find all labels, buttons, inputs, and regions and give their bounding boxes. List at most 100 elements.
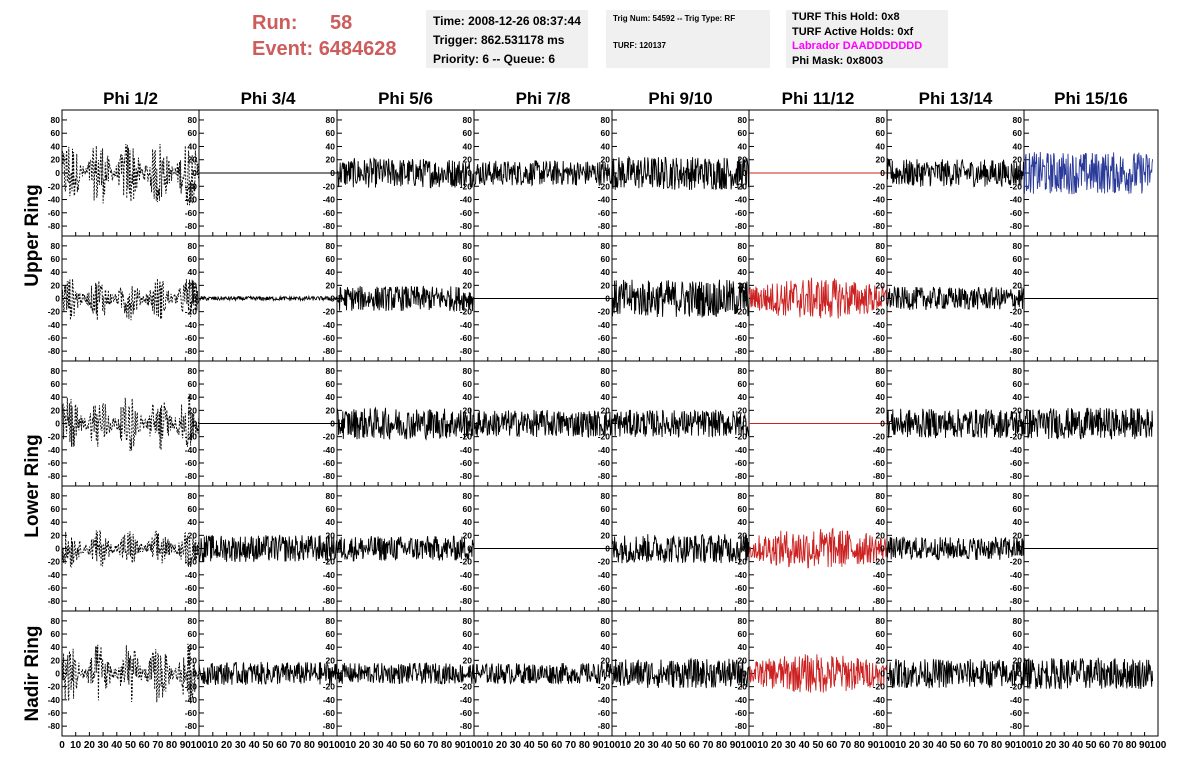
y-tick-label: 60	[601, 504, 611, 514]
y-tick-label: 20	[876, 405, 886, 415]
y-tick-label: -20	[1010, 181, 1023, 191]
y-tick-label: -20	[1010, 557, 1023, 567]
y-tick-label: 40	[326, 517, 336, 527]
y-tick-label: -60	[323, 333, 336, 343]
y-tick-label: 80	[1013, 115, 1023, 125]
panel-r3-c5: -80 -60 -40 -20 0 20 40 60 80	[598, 360, 750, 487]
y-tick-label: 60	[876, 504, 886, 514]
y-tick-label: -40	[598, 570, 611, 580]
y-tick-label: -80	[48, 221, 61, 231]
x-tick-label: 30	[785, 740, 797, 751]
x-tick-label: 20	[909, 740, 921, 751]
y-tick-label: -40	[873, 320, 886, 330]
y-tick-label: 0	[605, 168, 610, 178]
y-tick-label: 80	[876, 241, 886, 251]
y-tick-label: 0	[330, 419, 335, 429]
y-tick-label: -80	[1010, 346, 1023, 356]
y-tick-label: 80	[876, 616, 886, 626]
y-tick-label: 20	[738, 530, 748, 540]
y-tick-label: -80	[873, 221, 886, 231]
y-tick-label: 20	[601, 405, 611, 415]
y-tick-label: -60	[48, 583, 61, 593]
x-tick-label: 40	[386, 740, 398, 751]
x-tick-label: 100	[879, 740, 896, 751]
y-tick-label: 0	[467, 544, 472, 554]
panel-r3-c3: -80 -60 -40 -20 0 20 40 60 80	[323, 360, 475, 487]
x-tick-label: 60	[276, 740, 288, 751]
y-tick-label: -80	[185, 721, 198, 731]
x-tick-label: 90	[730, 740, 742, 751]
waveform-trace-r1-c1	[61, 143, 200, 206]
x-tick-label: 70	[1112, 740, 1124, 751]
x-tick-label: 60	[964, 740, 976, 751]
panel-frame	[61, 360, 200, 487]
y-tick-label: 40	[738, 642, 748, 652]
labrador-text: Labrador DAADDDDDDD	[792, 40, 923, 52]
y-tick-label: 60	[51, 379, 61, 389]
x-tick-label: 80	[579, 740, 591, 751]
y-tick-label: 80	[876, 366, 886, 376]
y-tick-label: -60	[1010, 583, 1023, 593]
y-tick-label: 20	[463, 530, 473, 540]
y-tick-label: 80	[326, 616, 336, 626]
x-tick-label: 30	[373, 740, 385, 751]
y-tick-label: -20	[323, 181, 336, 191]
y-tick-label: 40	[188, 517, 198, 527]
y-tick-label: -40	[48, 445, 61, 455]
y-tick-label: -60	[1010, 208, 1023, 218]
y-tick-label: -40	[598, 320, 611, 330]
x-tick-label: 60	[689, 740, 701, 751]
y-tick-label: 20	[188, 530, 198, 540]
y-tick-label: 0	[467, 419, 472, 429]
y-tick-label: 60	[188, 629, 198, 639]
panel-r3-c1: -80 -60 -40 -20 0 20 40 60 80	[48, 360, 200, 487]
y-tick-label: 20	[463, 405, 473, 415]
panel-r3-c7: -80 -60 -40 -20 0 20 40 60 80	[873, 360, 1025, 487]
y-tick-label: 20	[876, 530, 886, 540]
y-tick-label: 60	[463, 128, 473, 138]
y-tick-label: 60	[876, 254, 886, 264]
y-tick-label: -60	[185, 708, 198, 718]
y-tick-label: 0	[192, 294, 197, 304]
y-tick-label: -20	[48, 307, 61, 317]
waveform-trace-r2-c3	[336, 285, 475, 313]
y-tick-label: 40	[463, 141, 473, 151]
y-tick-label: 60	[51, 504, 61, 514]
y-tick-label: 40	[738, 517, 748, 527]
row-title-nadir-ring: Nadir Ring	[22, 625, 43, 721]
x-tick-label: 100	[1150, 740, 1167, 751]
y-tick-label: -20	[323, 557, 336, 567]
y-tick-label: 20	[601, 155, 611, 165]
panel-frame	[61, 610, 200, 737]
x-tick-label: 20	[496, 740, 508, 751]
y-tick-label: -80	[185, 221, 198, 231]
y-tick-label: -20	[873, 682, 886, 692]
x-tick-label: 90	[868, 740, 880, 751]
panel-r2-c4: -80 -60 -40 -20 0 20 40 60 80	[460, 235, 613, 362]
y-tick-label: 80	[188, 115, 198, 125]
waveform-trace-r3-c3	[336, 406, 475, 441]
y-tick-label: 80	[738, 366, 748, 376]
y-tick-label: 80	[188, 616, 198, 626]
y-tick-label: 0	[1017, 544, 1022, 554]
y-tick-label: -40	[1010, 445, 1023, 455]
trigger-time-text: Trigger: 862.531178 ms	[433, 33, 565, 47]
y-tick-label: -40	[460, 320, 473, 330]
y-tick-label: 20	[188, 155, 198, 165]
y-tick-label: 0	[55, 419, 60, 429]
y-tick-label: -60	[48, 708, 61, 718]
x-tick-label: 70	[427, 740, 439, 751]
y-tick-label: -80	[48, 596, 61, 606]
x-tick-label: 100	[1016, 740, 1033, 751]
y-tick-label: -40	[1010, 195, 1023, 205]
y-tick-label: 40	[601, 392, 611, 402]
x-tick-label: 50	[812, 740, 824, 751]
y-tick-label: -80	[460, 346, 473, 356]
y-tick-label: 80	[1013, 241, 1023, 251]
y-tick-label: -20	[185, 557, 198, 567]
y-tick-label: 40	[876, 642, 886, 652]
x-tick-label: 70	[565, 740, 577, 751]
run-event-info: Run: 58 Event: 6484628	[252, 10, 397, 62]
time-info-box: Time: 2008-12-26 08:37:44 Trigger: 862.5…	[426, 10, 588, 68]
waveform-trace-r3-c4	[473, 409, 613, 439]
